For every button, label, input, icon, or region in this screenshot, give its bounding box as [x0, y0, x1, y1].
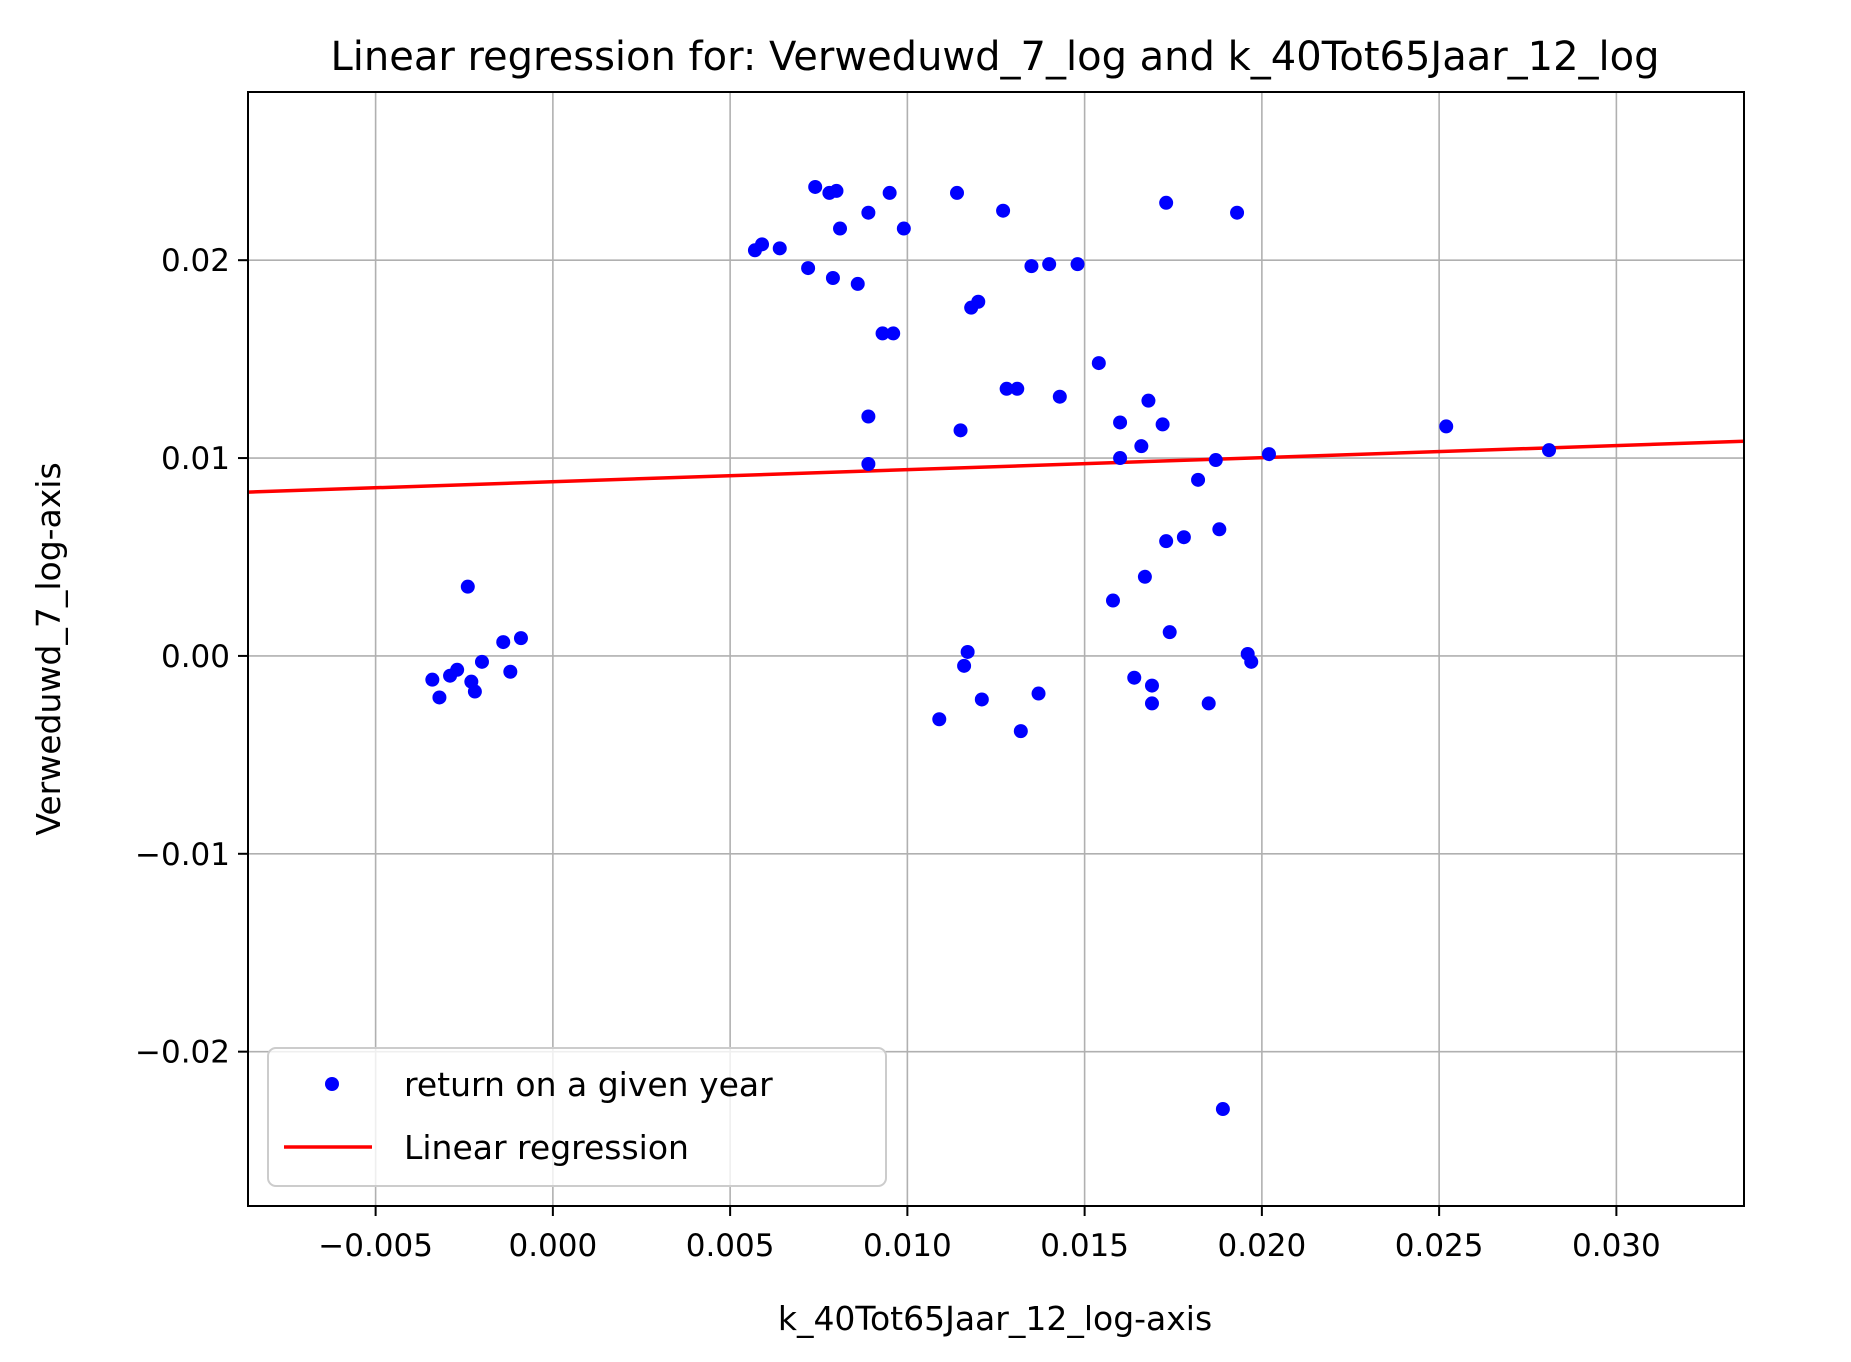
- scatter-point-23: [886, 326, 901, 341]
- scatter-point-53: [425, 672, 440, 687]
- scatter-point-6: [996, 203, 1011, 218]
- scatter-point-35: [1542, 443, 1557, 458]
- scatter-point-7: [1159, 195, 1174, 210]
- scatter-point-56: [432, 690, 447, 705]
- chart-title: Linear regression for: Verweduwd_7_log a…: [330, 34, 1659, 80]
- plot-area-background: [248, 92, 1744, 1206]
- scatter-point-36: [861, 456, 876, 471]
- scatter-point-10: [896, 221, 911, 236]
- scatter-point-25: [999, 381, 1014, 396]
- scatter-point-31: [1113, 415, 1128, 430]
- legend-box: [267, 1047, 887, 1187]
- x-axis-label: k_40Tot65Jaar_12_log-axis: [778, 1299, 1212, 1338]
- scatter-point-27: [1052, 389, 1067, 404]
- scatter-point-39: [1261, 447, 1276, 462]
- x-tick-label-4: 0.015: [1040, 1228, 1129, 1264]
- x-tick-label-0: −0.005: [318, 1228, 433, 1264]
- scatter-point-69: [1201, 696, 1216, 711]
- scatter-point-61: [1244, 654, 1259, 669]
- scatter-point-46: [1162, 625, 1177, 640]
- regression-line: [247, 439, 1745, 494]
- scatter-points: [425, 179, 1557, 1117]
- scatter-point-29: [861, 409, 876, 424]
- scatter-point-8: [1230, 205, 1245, 220]
- scatter-point-58: [960, 644, 975, 659]
- scatter-point-0: [808, 179, 823, 194]
- scatter-point-12: [755, 237, 770, 252]
- scatter-point-22: [875, 326, 890, 341]
- scatter-point-41: [1212, 522, 1227, 537]
- scatter-point-48: [496, 635, 511, 650]
- scatter-point-65: [974, 692, 989, 707]
- scatter-point-68: [1144, 696, 1159, 711]
- scatter-point-49: [513, 631, 528, 646]
- scatter-point-50: [474, 654, 489, 669]
- scatter-point-18: [1042, 257, 1057, 272]
- scatter-point-2: [829, 183, 844, 198]
- x-tick-label-5: 0.020: [1218, 1228, 1307, 1264]
- y-tick-label-0: −0.02: [135, 1035, 230, 1071]
- scatter-point-30: [953, 423, 968, 438]
- scatter-point-40: [1191, 472, 1206, 487]
- legend-label-regression: Linear regression: [404, 1128, 689, 1167]
- scatter-point-62: [1127, 670, 1142, 685]
- legend: return on a given year Linear regression: [267, 1047, 887, 1187]
- scatter-point-9: [833, 221, 848, 236]
- regression-line-layer: [247, 439, 1745, 494]
- scatter-point-26: [1010, 381, 1025, 396]
- scatter-point-63: [1144, 678, 1159, 693]
- scatter-point-17: [1024, 259, 1039, 274]
- scatter-point-38: [1208, 453, 1223, 468]
- scatter-point-70: [1215, 1102, 1230, 1117]
- x-tick-label-3: 0.010: [863, 1228, 952, 1264]
- scatter-point-16: [850, 276, 865, 291]
- scatter-point-5: [861, 205, 876, 220]
- scatter-point-14: [801, 261, 816, 276]
- x-tick-label-6: 0.025: [1395, 1228, 1484, 1264]
- y-axis-label: Verweduwd_7_log-axis: [29, 462, 68, 835]
- scatter-point-55: [503, 664, 518, 679]
- scatter-point-34: [1134, 439, 1149, 454]
- x-tick-label-2: 0.005: [686, 1228, 775, 1264]
- scatter-point-3: [882, 185, 897, 200]
- scatter-point-33: [1439, 419, 1454, 434]
- x-tick-label-7: 0.030: [1572, 1228, 1661, 1264]
- scatter-point-59: [957, 658, 972, 673]
- scatter-point-13: [772, 241, 787, 256]
- y-tick-label-4: 0.02: [161, 243, 230, 279]
- scatter-point-67: [1013, 724, 1028, 739]
- scatter-point-52: [443, 668, 458, 683]
- y-tick-label-3: 0.01: [161, 441, 230, 477]
- scatter-point-44: [1137, 569, 1152, 584]
- scatter-point-28: [1141, 393, 1156, 408]
- scatter-point-15: [825, 270, 840, 285]
- legend-marker-scatter: [325, 1077, 339, 1091]
- plot-frame: [247, 91, 1745, 1207]
- scatter-point-24: [1091, 356, 1106, 371]
- grid-lines: [248, 92, 1744, 1206]
- scatter-point-32: [1155, 417, 1170, 432]
- x-tick-label-1: 0.000: [508, 1228, 597, 1264]
- scatter-point-43: [1176, 530, 1191, 545]
- y-tick-label-1: −0.01: [135, 837, 230, 873]
- scatter-point-4: [950, 185, 965, 200]
- scatter-point-66: [1031, 686, 1046, 701]
- y-tick-label-2: 0.00: [161, 639, 230, 675]
- scatter-point-37: [1113, 451, 1128, 466]
- scatter-point-19: [1070, 257, 1085, 272]
- scatter-point-57: [467, 684, 482, 699]
- scatter-point-42: [1159, 534, 1174, 549]
- scatter-point-21: [971, 294, 986, 309]
- x-axis-ticks: −0.005 0.000 0.005 0.010 0.015 0.020 0.025 0.03…: [318, 1206, 1661, 1264]
- scatter-point-45: [1105, 593, 1120, 608]
- scatter-point-64: [932, 712, 947, 727]
- legend-label-scatter: return on a given year: [404, 1065, 773, 1104]
- scatter-point-47: [460, 579, 475, 594]
- y-axis-ticks: −0.02 −0.01 0.00 0.01 0.02: [135, 243, 248, 1071]
